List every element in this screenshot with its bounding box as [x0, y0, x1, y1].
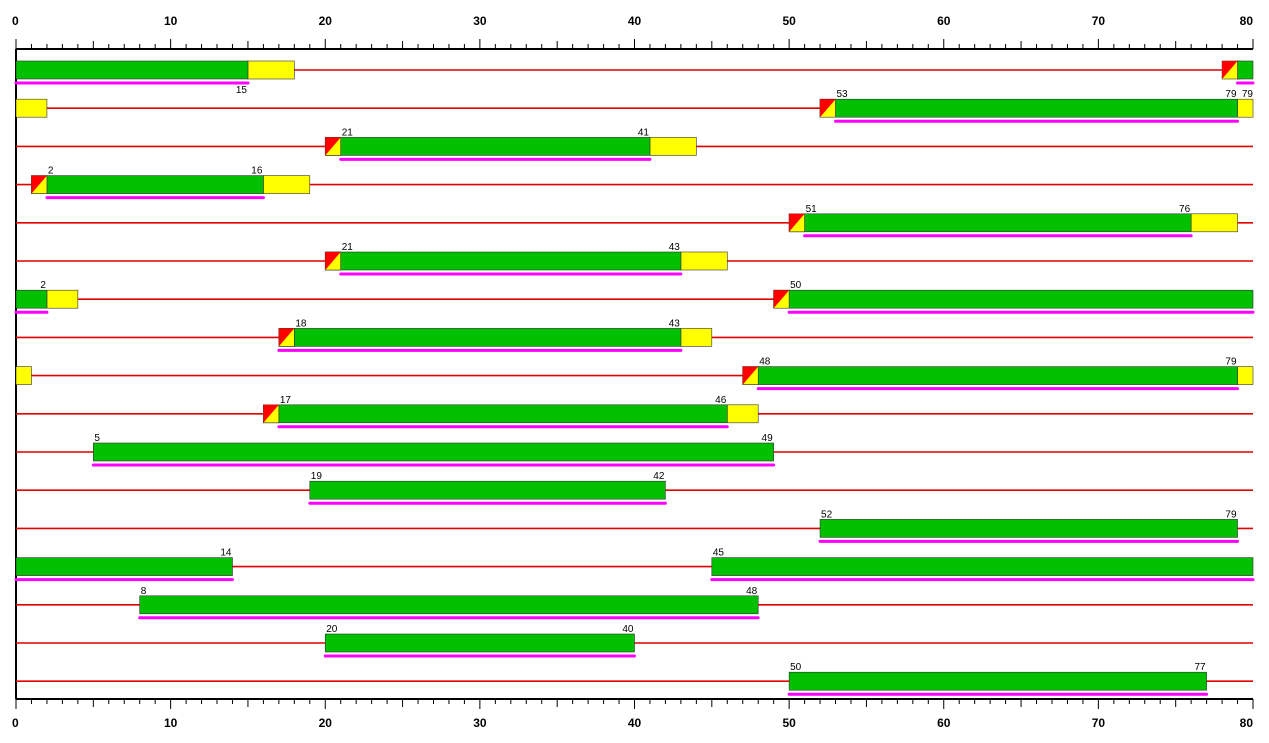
green-segment: [835, 98, 1238, 118]
red-marker: [278, 328, 295, 347]
yellow-segment: [726, 404, 759, 424]
segment-label: 2: [40, 280, 46, 291]
segment-label: 79: [1242, 89, 1254, 100]
segment-label: 76: [1179, 204, 1191, 215]
green-segment: [819, 519, 1238, 538]
tick-label-bottom: 40: [628, 716, 642, 730]
tick-label-bottom: 30: [473, 716, 487, 730]
red-marker: [773, 290, 790, 309]
segment-label: 20: [326, 624, 338, 635]
segment-label: 19: [311, 471, 323, 482]
segment-label: 79: [1225, 89, 1237, 100]
green-segment: [788, 671, 1207, 691]
green-segment: [788, 289, 1254, 309]
green-segment: [93, 442, 774, 462]
yellow-segment: [1190, 213, 1238, 233]
red-marker: [742, 366, 759, 385]
tick-label-bottom: 20: [319, 716, 333, 730]
tick-label-top: 80: [1240, 14, 1254, 28]
tick-label-bottom: 60: [937, 716, 951, 730]
segment-label: 15: [236, 85, 248, 96]
red-marker: [325, 252, 341, 270]
green-segment: [46, 175, 264, 194]
tick-label-top: 10: [164, 14, 178, 28]
yellow-segment: [46, 289, 79, 309]
green-segment: [757, 366, 1238, 385]
segment-label: 8: [141, 586, 147, 597]
tick-label-bottom: 10: [164, 716, 178, 730]
segment-label: 17: [280, 395, 292, 406]
yellow-segment: [15, 98, 48, 118]
segment-label: 5: [94, 433, 100, 444]
yellow-segment: [680, 328, 713, 347]
tick-label-top: 40: [628, 14, 642, 28]
segment-label: 79: [1225, 357, 1237, 368]
segment-label: 43: [669, 318, 681, 329]
green-segment: [139, 595, 759, 615]
green-segment: [309, 480, 666, 500]
segment-label: 43: [669, 242, 681, 253]
green-segment: [278, 404, 728, 424]
red-marker: [820, 99, 836, 118]
yellow-segment: [680, 251, 728, 271]
segment-label: 2: [48, 166, 54, 177]
segment-label: 14: [220, 548, 232, 559]
green-segment: [324, 633, 635, 653]
tick-label-bottom: 70: [1092, 716, 1106, 730]
tick-label-top: 50: [782, 14, 796, 28]
segment-label: 18: [295, 318, 307, 329]
green-segment: [15, 557, 233, 576]
red-marker: [263, 404, 279, 423]
segment-label: 48: [746, 586, 758, 597]
tick-label-top: 20: [319, 14, 333, 28]
segment-label: 16: [251, 166, 263, 177]
red-marker: [325, 137, 341, 156]
green-segment: [340, 137, 651, 156]
tick-label-top: 0: [12, 14, 19, 28]
green-segment: [804, 213, 1192, 233]
yellow-segment: [15, 366, 32, 385]
segment-label: 50: [790, 662, 802, 673]
yellow-segment: [1237, 366, 1254, 385]
green-segment: [294, 328, 682, 347]
tick-label-top: 30: [473, 14, 487, 28]
yellow-segment: [1237, 98, 1254, 118]
green-segment: [1237, 60, 1254, 80]
segment-label: 42: [653, 471, 665, 482]
segment-label: 50: [790, 280, 802, 291]
tick-label-bottom: 0: [12, 716, 19, 730]
red-marker: [31, 175, 47, 194]
segment-label: 46: [715, 395, 727, 406]
green-segment: [15, 289, 48, 309]
red-marker: [1222, 61, 1238, 79]
yellow-segment: [649, 137, 697, 156]
segment-label: 45: [713, 548, 725, 559]
green-segment: [711, 557, 1254, 576]
segment-label: 51: [806, 204, 818, 215]
red-marker: [789, 213, 805, 232]
segment-label: 79: [1225, 509, 1237, 520]
yellow-segment: [247, 60, 295, 80]
segment-label: 53: [837, 89, 849, 100]
segment-label: 49: [762, 433, 774, 444]
tick-label-bottom: 50: [782, 716, 796, 730]
tick-label-top: 60: [937, 14, 951, 28]
segment-label: 40: [622, 624, 634, 635]
segment-label: 21: [342, 127, 354, 138]
green-segment: [340, 251, 682, 271]
segment-label: 77: [1194, 662, 1206, 673]
yellow-segment: [263, 175, 311, 194]
segment-label: 52: [821, 509, 833, 520]
tick-label-top: 70: [1092, 14, 1106, 28]
segment-label: 41: [638, 127, 650, 138]
green-segment: [15, 60, 249, 80]
segment-label: 21: [342, 242, 354, 253]
tick-label-bottom: 80: [1240, 716, 1254, 730]
segment-label: 48: [759, 357, 771, 368]
